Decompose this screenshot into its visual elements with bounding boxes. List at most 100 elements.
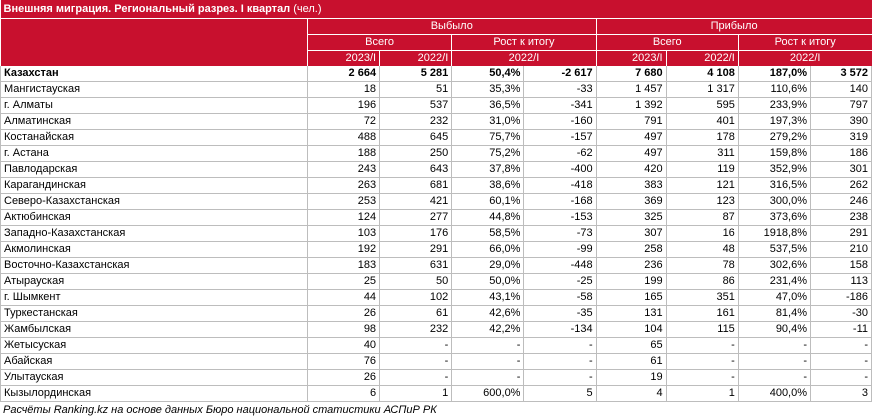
cell-left-growth-pct: 75,2% [451, 145, 524, 162]
cell-left-growth-pct: 37,8% [451, 161, 524, 178]
cell-left-2022: 537 [379, 97, 452, 114]
table-row: Северо-Казахстанская 253 421 60,1% -168 369 12… [0, 193, 872, 210]
table-row-total: Казахстан 2 664 5 281 50,4% -2 617 7 680 4 108… [0, 66, 872, 82]
cell-left-growth-abs: -157 [523, 129, 597, 146]
cell-left-growth-abs: - [523, 369, 597, 386]
cell-left-growth-pct: 29,0% [451, 257, 524, 274]
cell-left-growth-pct: 75,7% [451, 129, 524, 146]
table-row: Карагандинская 263 681 38,6% -418 383 121 316,5… [0, 177, 872, 194]
cell-right-2023: 131 [595, 305, 667, 322]
cell-right-growth-pct: 233,9% [737, 97, 811, 114]
cell-region-name: Алматинская [0, 113, 308, 130]
header-growth-year-left: 2022/I [451, 50, 597, 66]
header-growth-left: Рост к итогу [451, 34, 597, 51]
cell-left-2022: 5 281 [379, 66, 452, 82]
cell-left-growth-pct: 38,6% [451, 177, 524, 194]
cell-right-growth-pct: - [737, 353, 811, 370]
cell-left-2022: 51 [379, 81, 452, 98]
table-row: Западно-Казахстанская 103 176 58,5% -73 307 16… [0, 225, 872, 242]
cell-region-name: Абайская [0, 353, 308, 370]
cell-region-name: Восточно-Казахстанская [0, 257, 308, 274]
cell-right-growth-abs: 113 [810, 273, 872, 290]
cell-left-2023: 72 [306, 113, 380, 130]
cell-left-growth-abs: -33 [523, 81, 597, 98]
cell-right-growth-abs: 238 [810, 209, 872, 226]
cell-left-growth-abs: 5 [523, 385, 597, 402]
cell-left-2022: 102 [379, 289, 452, 306]
cell-right-2022: 1 317 [665, 81, 739, 98]
cell-left-growth-abs: - [523, 353, 597, 370]
cell-right-growth-abs: 291 [810, 225, 872, 242]
cell-left-growth-abs: -160 [523, 113, 597, 130]
cell-left-2023: 6 [306, 385, 380, 402]
cell-right-growth-pct: 316,5% [737, 177, 811, 194]
cell-right-growth-abs: - [810, 353, 872, 370]
table-row: Абайская 76- - -61- - - [0, 353, 872, 370]
header-year-2022-left: 2022/I [379, 50, 452, 66]
table-row: Акмолинская 192 291 66,0% -99 258 48 537,5% 210 [0, 241, 872, 258]
cell-left-growth-abs: -73 [523, 225, 597, 242]
cell-right-2023: 7 680 [595, 66, 667, 82]
cell-left-2022: 681 [379, 177, 452, 194]
cell-right-2022: 87 [665, 209, 739, 226]
cell-right-2023: 383 [595, 177, 667, 194]
cell-right-growth-abs: 3 572 [810, 66, 872, 82]
cell-left-growth-pct: 44,8% [451, 209, 524, 226]
cell-right-2023: 497 [595, 145, 667, 162]
table-row: Алматинская 72 232 31,0% -160 791 401 197,3% 390 [0, 113, 872, 130]
cell-region-name: Актюбинская [0, 209, 308, 226]
cell-right-growth-pct: 302,6% [737, 257, 811, 274]
cell-right-2023: 791 [595, 113, 667, 130]
cell-right-2023: 65 [595, 337, 667, 354]
cell-right-growth-pct: 187,0% [737, 66, 811, 82]
table-row: Кызылординская 6 1 600,0% 5 4 1 400,0% 3 [0, 385, 872, 402]
cell-left-growth-pct: - [451, 353, 524, 370]
cell-left-2022: 232 [379, 321, 452, 338]
cell-right-2022: 595 [665, 97, 739, 114]
cell-right-growth-pct: 231,4% [737, 273, 811, 290]
migration-table: Внешняя миграция. Региональный разрез. I… [0, 0, 872, 402]
cell-right-growth-pct: 279,2% [737, 129, 811, 146]
cell-right-growth-pct: - [737, 337, 811, 354]
cell-right-2022: - [665, 337, 739, 354]
header-group-left: Выбыло [306, 18, 597, 35]
cell-right-growth-pct: 159,8% [737, 145, 811, 162]
cell-region-name: Атырауская [0, 273, 308, 290]
cell-left-2022: 643 [379, 161, 452, 178]
cell-right-2022: 311 [665, 145, 739, 162]
table-row: Жамбылская 98 232 42,2% -134 104 115 90,4% -11 [0, 321, 872, 338]
header-blank [0, 18, 308, 35]
table-row: Актюбинская 124 277 44,8% -153 325 87 373,6% 238 [0, 209, 872, 226]
cell-right-2023: 307 [595, 225, 667, 242]
cell-region-name: г. Астана [0, 145, 308, 162]
cell-right-growth-abs: 301 [810, 161, 872, 178]
cell-left-growth-pct: 43,1% [451, 289, 524, 306]
cell-right-2022: 119 [665, 161, 739, 178]
cell-region-name: Жамбылская [0, 321, 308, 338]
cell-left-growth-abs: -168 [523, 193, 597, 210]
cell-right-2023: 1 392 [595, 97, 667, 114]
cell-right-2022: 48 [665, 241, 739, 258]
cell-right-growth-pct: 300,0% [737, 193, 811, 210]
cell-right-growth-pct: 81,4% [737, 305, 811, 322]
cell-right-2023: 236 [595, 257, 667, 274]
cell-left-growth-pct: 58,5% [451, 225, 524, 242]
cell-left-growth-abs: - [523, 337, 597, 354]
cell-region-name: Кызылординская [0, 385, 308, 402]
table-header: Внешняя миграция. Региональный разрез. I… [0, 0, 872, 66]
cell-right-growth-pct: 47,0% [737, 289, 811, 306]
cell-right-2023: 258 [595, 241, 667, 258]
header-total-left: Всего [306, 34, 452, 51]
cell-left-2022: 291 [379, 241, 452, 258]
cell-left-2022: 645 [379, 129, 452, 146]
cell-left-2022: 176 [379, 225, 452, 242]
table-row: г. Астана 188 250 75,2% -62 497 311 159,8% 186 [0, 145, 872, 162]
header-year-2022-right: 2022/I [665, 50, 739, 66]
table-body: Казахстан 2 664 5 281 50,4% -2 617 7 680 4 108… [0, 66, 872, 402]
cell-right-2022: 351 [665, 289, 739, 306]
cell-left-2022: 421 [379, 193, 452, 210]
cell-right-growth-abs: - [810, 369, 872, 386]
cell-right-growth-pct: 400,0% [737, 385, 811, 402]
cell-left-2023: 2 664 [306, 66, 380, 82]
